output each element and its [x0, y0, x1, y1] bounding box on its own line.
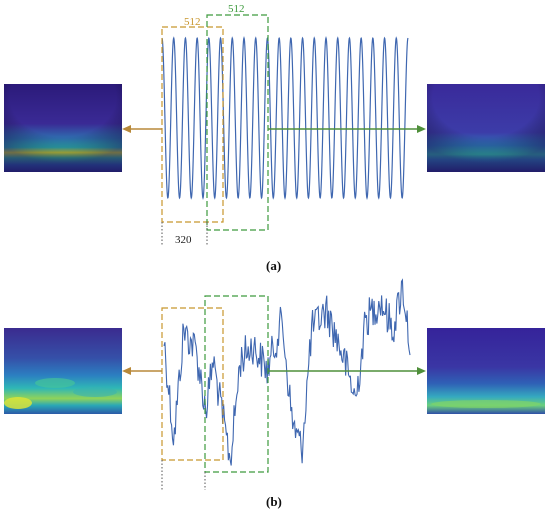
window-a-1 — [161, 26, 224, 223]
scalogram-a-left — [4, 84, 122, 172]
signal-a-waveform — [161, 35, 409, 201]
scalogram-b-right — [427, 328, 545, 414]
panel-b: (b) — [4, 278, 545, 509]
panel-a: 512 512 320 (a) — [4, 3, 545, 273]
window-a-2 — [206, 14, 269, 231]
window-a-2-label: 512 — [228, 3, 245, 15]
caption-a: (a) — [266, 258, 281, 273]
window-b-2 — [204, 295, 269, 473]
caption-b: (b) — [266, 494, 282, 509]
window-b-1 — [161, 307, 224, 461]
offset-label: 320 — [175, 234, 192, 246]
window-a-1-label: 512 — [184, 16, 201, 28]
scalogram-b-left — [4, 328, 122, 414]
scalogram-a-right — [427, 84, 545, 172]
